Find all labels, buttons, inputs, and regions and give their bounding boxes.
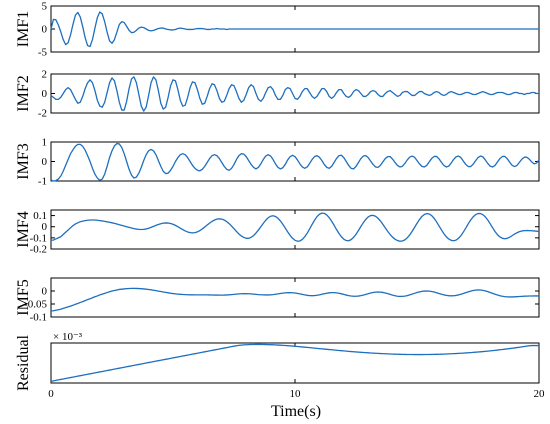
y-axis-label-imf4: IMF4 xyxy=(15,211,32,247)
y-axis-label-imf2: IMF2 xyxy=(15,75,32,111)
exponent-label: × 10⁻³ xyxy=(53,331,83,343)
plot-frame xyxy=(50,141,540,182)
y-axis-label-imf1: IMF1 xyxy=(15,11,32,47)
y-tick-label: 1 xyxy=(42,137,48,149)
series-line-imf2 xyxy=(50,76,539,112)
y-tick-label: 5 xyxy=(42,1,48,13)
subplot-residual: Residual × 10⁻³ 0 10 20 xyxy=(15,331,545,400)
y-tick-label: 0 xyxy=(42,221,48,233)
series-line-imf4 xyxy=(51,212,540,242)
plot-frame xyxy=(50,277,540,318)
y-tick-label: -0.1 xyxy=(30,312,47,324)
series-line-imf3 xyxy=(50,142,540,182)
y-tick-label: -5 xyxy=(38,47,48,59)
y-tick-label: 2 xyxy=(42,69,48,81)
y-tick-label: 0.1 xyxy=(33,210,47,222)
y-tick-label: -0.2 xyxy=(30,244,47,256)
y-axis-label-imf5: IMF5 xyxy=(15,279,32,315)
subplot-imf3: -1 0 1 IMF3 xyxy=(15,137,540,188)
x-axis-label: Time(s) xyxy=(271,403,321,420)
y-tick-label: -0.1 xyxy=(30,232,47,244)
series-line-residual xyxy=(50,343,539,382)
y-axis-label-residual: Residual xyxy=(15,334,32,391)
subplot-imf1: -5 0 5 IMF1 xyxy=(15,1,540,59)
plot-frame xyxy=(50,73,540,114)
y-tick-label: -0.05 xyxy=(24,299,47,311)
subplot-imf2: -2 0 2 IMF2 xyxy=(15,69,540,120)
y-tick-label: -2 xyxy=(38,108,47,120)
x-tick-label: 0 xyxy=(48,388,54,400)
x-tick-label: 10 xyxy=(290,388,302,400)
x-tick-label: 20 xyxy=(534,388,546,400)
y-tick-label: 0 xyxy=(42,286,48,298)
series-line-imf5 xyxy=(50,287,539,312)
y-tick-label: 0 xyxy=(42,24,48,36)
y-axis-label-imf3: IMF3 xyxy=(15,143,32,179)
subplot-imf5: -0.1-0.050 IMF5 xyxy=(15,277,540,324)
y-tick-label: 0 xyxy=(42,156,48,168)
plot-frame xyxy=(50,342,540,384)
plot-frame xyxy=(50,209,540,250)
series-line-imf1 xyxy=(50,11,539,48)
subplot-panels: -505IMF1-202IMF2-101IMF3-0.2-0.100.1IMF4… xyxy=(15,1,545,401)
y-tick-label: 0 xyxy=(42,88,48,100)
y-tick-label: -1 xyxy=(38,176,47,188)
